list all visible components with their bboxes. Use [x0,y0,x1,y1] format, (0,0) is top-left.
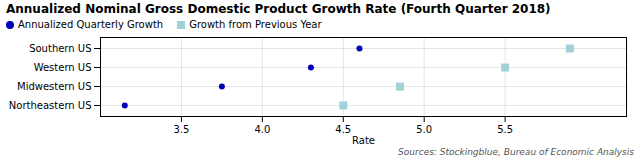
svg-text:Rate: Rate [352,135,375,146]
svg-text:5.0: 5.0 [416,124,432,135]
html-text:Annualized Quarterly Growth: Annualized Quarterly Growth [18,19,164,30]
svg-text:Western US: Western US [34,62,92,73]
html-text:Annualized Nominal Gross Domes: Annualized Nominal Gross Domestic Produc… [6,2,551,16]
svg-text:3.5: 3.5 [173,124,189,135]
svg-text:5.5: 5.5 [497,124,513,135]
html-text:Sources: Stockingblue, Bureau: Sources: Stockingblue, Bureau of Economi… [398,147,634,157]
svg-text:Midwestern US: Midwestern US [17,81,92,92]
svg-text:4.0: 4.0 [254,124,270,135]
svg-text:Northeastern US: Northeastern US [9,100,92,111]
svg-text:Southern US: Southern US [29,43,91,54]
html-text:Growth from Previous Year: Growth from Previous Year [189,19,322,30]
svg-text:4.5: 4.5 [335,124,351,135]
